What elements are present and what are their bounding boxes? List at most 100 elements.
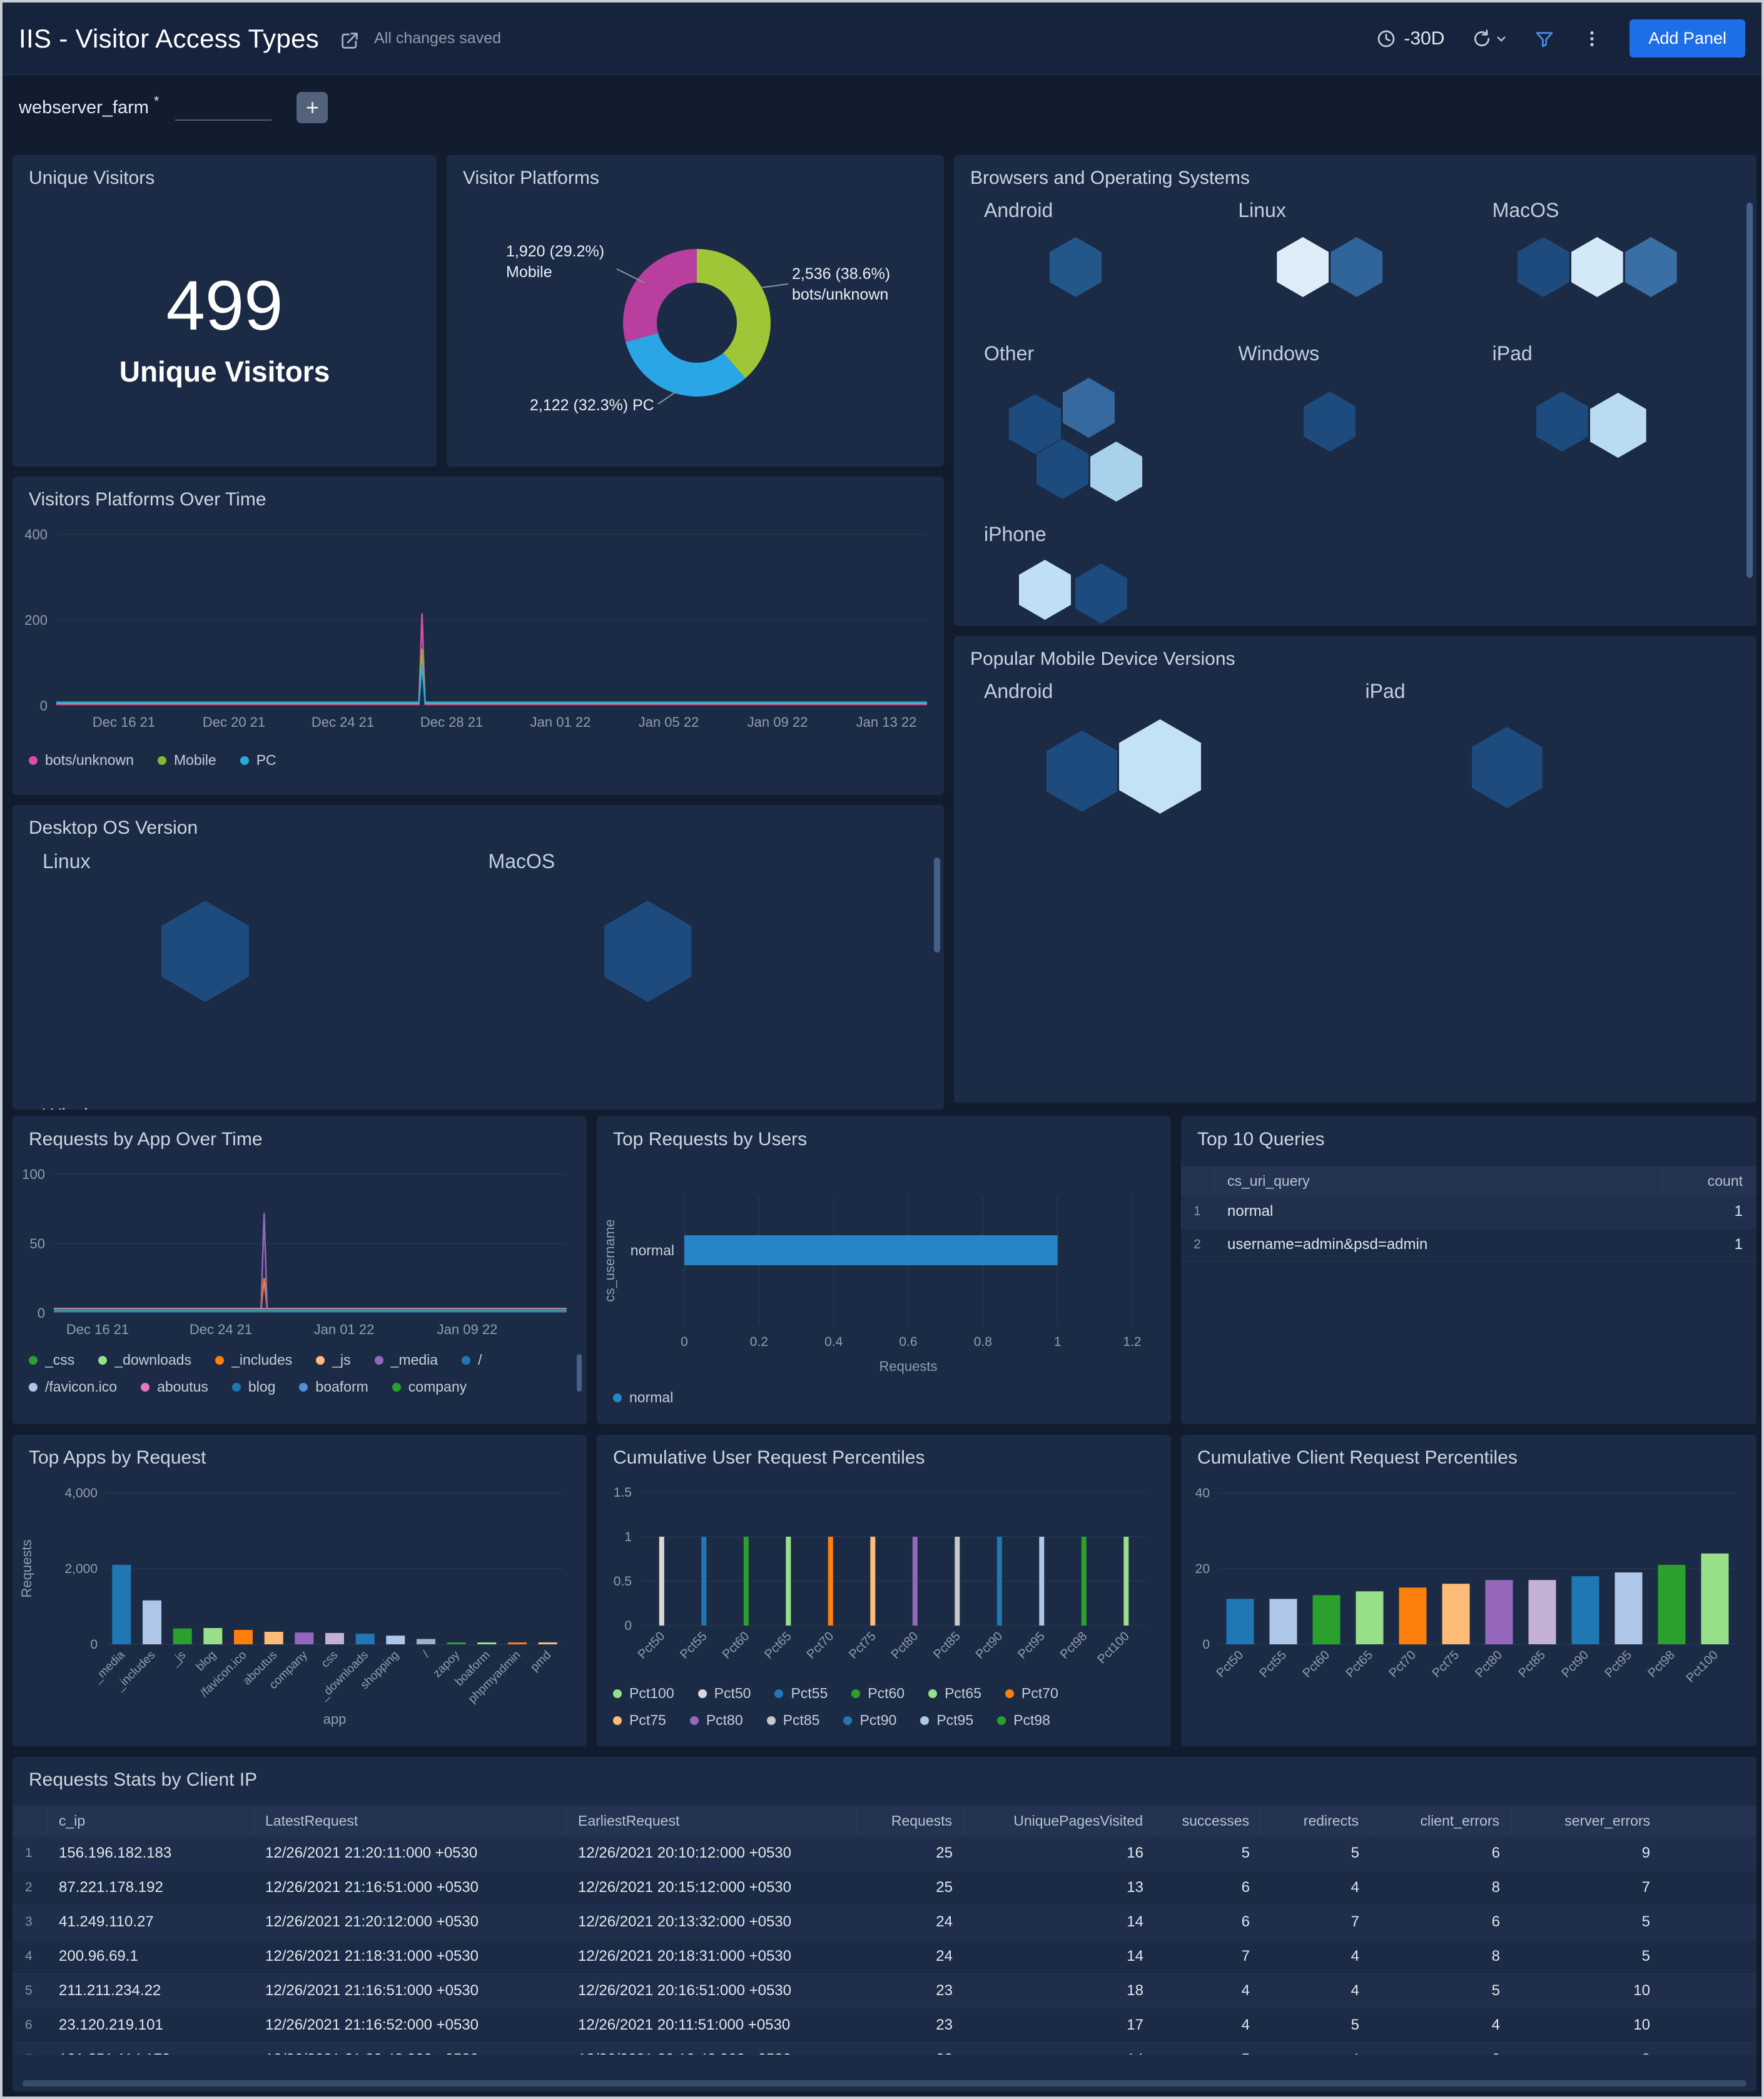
bar-Pct75[interactable] xyxy=(870,1537,876,1626)
legend-item[interactable]: / xyxy=(462,1352,482,1368)
legend-item[interactable]: Pct65 xyxy=(928,1685,981,1702)
bar-zapoy[interactable] xyxy=(447,1642,466,1644)
refresh-button[interactable] xyxy=(1472,29,1507,49)
donut-slice-Mobile[interactable] xyxy=(623,249,697,342)
legend-item[interactable]: _includes xyxy=(215,1352,292,1368)
legend-item[interactable]: company xyxy=(392,1378,467,1395)
legend-item[interactable]: _media xyxy=(374,1352,438,1368)
legend-item[interactable]: Pct75 xyxy=(613,1712,666,1729)
client-ip-row[interactable]: 7101.251.114.17812/26/2021 21:20:42:000 … xyxy=(13,2043,1756,2055)
legend-item[interactable]: Pct95 xyxy=(920,1712,973,1729)
bar-Pct55[interactable] xyxy=(1269,1599,1297,1644)
bar-Pct65[interactable] xyxy=(1356,1591,1384,1644)
legend-item[interactable]: _js xyxy=(316,1352,351,1368)
bar-company[interactable] xyxy=(295,1632,314,1644)
bar-Pct98[interactable] xyxy=(1658,1564,1686,1644)
legend-item[interactable]: normal xyxy=(613,1389,673,1406)
bar-Pct80[interactable] xyxy=(1485,1580,1513,1644)
bar-Pct70[interactable] xyxy=(828,1537,833,1626)
legend-item[interactable]: Pct85 xyxy=(766,1712,819,1729)
legend-item[interactable]: Pct55 xyxy=(774,1685,828,1702)
panel-scrollbar[interactable] xyxy=(1746,203,1753,578)
hexagon[interactable] xyxy=(1471,727,1543,808)
legend-item[interactable]: Pct60 xyxy=(851,1685,905,1702)
legend-item[interactable]: Pct70 xyxy=(1005,1685,1058,1702)
share-icon[interactable] xyxy=(339,30,360,51)
bar-boaform[interactable] xyxy=(477,1642,497,1644)
bar-Pct70[interactable] xyxy=(1399,1587,1427,1645)
add-filter-button[interactable]: + xyxy=(297,92,328,123)
hexagon[interactable] xyxy=(1331,237,1383,297)
bar-shopping[interactable] xyxy=(386,1636,405,1644)
client-ip-row[interactable]: 5 211.211.234.22 12/26/2021 21:16:51:000 +… xyxy=(13,1974,1756,2008)
legend-item[interactable]: Pct50 xyxy=(697,1685,751,1702)
bar-Pct95[interactable] xyxy=(1614,1572,1643,1644)
hexagon[interactable] xyxy=(1090,442,1142,502)
hexagon[interactable] xyxy=(1536,392,1588,452)
bar-pmd[interactable] xyxy=(538,1642,557,1644)
query-row[interactable]: 1 normal 1 xyxy=(1181,1195,1756,1228)
client-ip-row[interactable]: 6 23.120.219.101 12/26/2021 21:16:52:000 +… xyxy=(13,2008,1756,2043)
bar-Pct60[interactable] xyxy=(1312,1595,1341,1645)
legend-item[interactable]: Pct100 xyxy=(613,1685,674,1702)
hexagon[interactable] xyxy=(604,901,692,1002)
legend-item[interactable]: /favicon.ico xyxy=(29,1378,117,1395)
hexagon[interactable] xyxy=(1019,560,1071,620)
legend-item[interactable]: bots/unknown xyxy=(29,752,134,769)
hexagon[interactable] xyxy=(1075,564,1127,624)
client-ip-row[interactable]: 4 200.96.69.1 12/26/2021 21:18:31:000 +053… xyxy=(13,1940,1756,1974)
bar-Pct85[interactable] xyxy=(1528,1580,1556,1644)
legend-scrollbar[interactable] xyxy=(577,1354,582,1392)
kebab-menu-icon[interactable] xyxy=(1582,29,1602,49)
add-panel-button[interactable]: Add Panel xyxy=(1630,19,1745,58)
bar-normal[interactable] xyxy=(684,1235,1058,1265)
bar-Pct100[interactable] xyxy=(1701,1553,1729,1644)
bar-css[interactable] xyxy=(325,1632,344,1644)
bar-Pct75[interactable] xyxy=(1442,1584,1470,1644)
bar-Pct95[interactable] xyxy=(1039,1537,1045,1626)
bar--media[interactable] xyxy=(112,1564,131,1644)
series-PC[interactable] xyxy=(56,665,927,704)
bar-phpmyadmin[interactable] xyxy=(508,1642,527,1644)
bar--[interactable] xyxy=(417,1639,435,1645)
bar-Pct85[interactable] xyxy=(955,1537,960,1626)
bar--js[interactable] xyxy=(173,1628,192,1644)
legend-item[interactable]: Mobile xyxy=(157,752,216,769)
legend-item[interactable]: Pct80 xyxy=(689,1712,743,1729)
legend-item[interactable]: _css xyxy=(29,1352,74,1368)
hexagon[interactable] xyxy=(1304,392,1356,452)
series-bots-unknown[interactable] xyxy=(56,613,927,706)
bar--includes[interactable] xyxy=(143,1600,161,1644)
hexagon[interactable] xyxy=(1625,237,1677,297)
hexagon[interactable] xyxy=(1517,237,1569,297)
bar-Pct50[interactable] xyxy=(1226,1599,1254,1644)
legend-item[interactable]: blog xyxy=(231,1378,275,1395)
filter-value-input[interactable] xyxy=(175,94,272,121)
hexagon[interactable] xyxy=(1050,237,1102,297)
series--includes[interactable] xyxy=(54,1278,567,1311)
legend-item[interactable]: Pct90 xyxy=(843,1712,896,1729)
query-row[interactable]: 2 username=admin&psd=admin 1 xyxy=(1181,1228,1756,1262)
hexagon[interactable] xyxy=(1037,439,1088,499)
hexagon[interactable] xyxy=(1571,237,1623,297)
bar--downloads[interactable] xyxy=(355,1634,375,1644)
hexagon[interactable] xyxy=(1277,237,1329,297)
bar--favicon-ico[interactable] xyxy=(234,1630,253,1644)
hexagon[interactable] xyxy=(1119,719,1201,814)
hexagon[interactable] xyxy=(1589,393,1646,458)
bar-Pct50[interactable] xyxy=(659,1537,664,1626)
client-ip-row[interactable]: 3 41.249.110.27 12/26/2021 21:20:12:000 +0… xyxy=(13,1905,1756,1940)
donut-slice-PC[interactable] xyxy=(626,333,746,397)
bar-Pct100[interactable] xyxy=(1123,1537,1129,1626)
panel-scrollbar[interactable] xyxy=(934,857,940,953)
bar-Pct60[interactable] xyxy=(743,1537,749,1626)
legend-item[interactable]: Pct98 xyxy=(997,1712,1050,1729)
hexagon[interactable] xyxy=(1063,378,1115,438)
legend-item[interactable]: _downloads xyxy=(98,1352,191,1368)
bar-Pct65[interactable] xyxy=(786,1537,791,1626)
client-ip-row[interactable]: 1 156.196.182.183 12/26/2021 21:20:11:000 … xyxy=(13,1836,1756,1871)
bar-Pct98[interactable] xyxy=(1081,1537,1087,1626)
client-ip-row[interactable]: 2 87.221.178.192 12/26/2021 21:16:51:000 +… xyxy=(13,1871,1756,1905)
bar-Pct55[interactable] xyxy=(701,1537,707,1626)
donut-slice-bots-unknown[interactable] xyxy=(697,249,771,378)
